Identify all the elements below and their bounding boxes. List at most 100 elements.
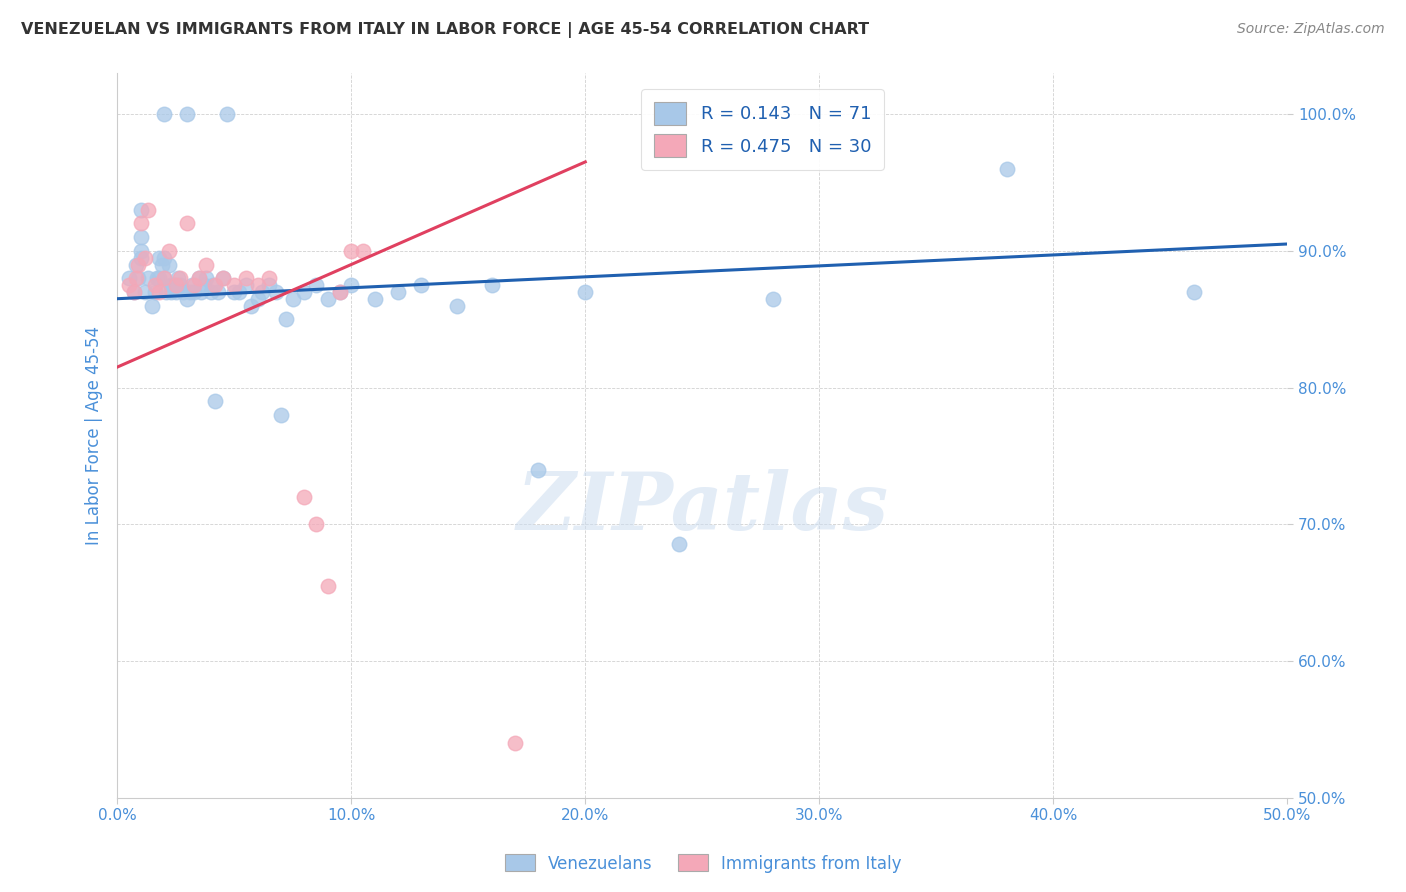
Point <box>162 278 184 293</box>
Point <box>183 285 205 299</box>
Point <box>1182 285 1205 299</box>
Point <box>160 285 183 299</box>
Point <box>305 517 328 532</box>
Point <box>270 408 292 422</box>
Text: Source: ZipAtlas.com: Source: ZipAtlas.com <box>1237 22 1385 37</box>
Point <box>188 271 211 285</box>
Point <box>169 278 191 293</box>
Point <box>118 278 141 293</box>
Point <box>148 271 170 285</box>
Point <box>129 217 152 231</box>
Point <box>204 278 226 293</box>
Point <box>527 463 550 477</box>
Point <box>165 278 187 293</box>
Point <box>136 202 159 217</box>
Point <box>169 271 191 285</box>
Point <box>160 278 183 293</box>
Point <box>176 107 198 121</box>
Point <box>176 292 198 306</box>
Point <box>122 285 145 299</box>
Point <box>134 251 156 265</box>
Point <box>134 285 156 299</box>
Point <box>239 299 262 313</box>
Point <box>165 285 187 299</box>
Point <box>316 292 339 306</box>
Point <box>266 285 288 299</box>
Point <box>207 285 229 299</box>
Point <box>146 271 169 285</box>
Point <box>235 271 257 285</box>
Point <box>193 278 215 293</box>
Point <box>305 278 328 293</box>
Text: VENEZUELAN VS IMMIGRANTS FROM ITALY IN LABOR FORCE | AGE 45-54 CORRELATION CHART: VENEZUELAN VS IMMIGRANTS FROM ITALY IN L… <box>21 22 869 38</box>
Point <box>179 285 201 299</box>
Point <box>211 271 233 285</box>
Point <box>150 258 173 272</box>
Point <box>316 579 339 593</box>
Point <box>481 278 503 293</box>
Point <box>340 278 363 293</box>
Point <box>153 271 176 285</box>
Point <box>246 278 269 293</box>
Point <box>129 202 152 217</box>
Point <box>183 278 205 293</box>
Point <box>246 292 269 306</box>
Point <box>153 251 176 265</box>
Point <box>125 271 148 285</box>
Point <box>148 251 170 265</box>
Point <box>148 285 170 299</box>
Point <box>129 244 152 258</box>
Point <box>127 271 149 285</box>
Point <box>153 271 176 285</box>
Point <box>155 285 177 299</box>
Point <box>294 285 316 299</box>
Point <box>574 285 596 299</box>
Point <box>172 285 194 299</box>
Point <box>387 285 409 299</box>
Point <box>761 292 783 306</box>
Point <box>181 278 204 293</box>
Point <box>157 244 180 258</box>
Point <box>118 271 141 285</box>
Legend: R = 0.143   N = 71, R = 0.475   N = 30: R = 0.143 N = 71, R = 0.475 N = 30 <box>641 89 884 170</box>
Legend: Venezuelans, Immigrants from Italy: Venezuelans, Immigrants from Italy <box>498 847 908 880</box>
Point <box>129 251 152 265</box>
Point <box>143 285 166 299</box>
Point <box>503 736 526 750</box>
Point <box>281 292 304 306</box>
Point <box>294 490 316 504</box>
Point <box>143 278 166 293</box>
Point <box>363 292 385 306</box>
Point <box>190 285 212 299</box>
Point <box>200 285 222 299</box>
Point <box>217 107 239 121</box>
Point <box>259 271 281 285</box>
Point <box>204 394 226 409</box>
Point <box>328 285 350 299</box>
Point <box>153 107 176 121</box>
Point <box>125 258 148 272</box>
Point <box>195 258 218 272</box>
Point <box>176 217 198 231</box>
Point <box>195 271 218 285</box>
Point <box>340 244 363 258</box>
Y-axis label: In Labor Force | Age 45-54: In Labor Force | Age 45-54 <box>86 326 103 545</box>
Point <box>224 278 246 293</box>
Point <box>165 278 187 293</box>
Point <box>224 285 246 299</box>
Point <box>167 271 190 285</box>
Point <box>668 536 690 550</box>
Point <box>136 271 159 285</box>
Point <box>122 285 145 299</box>
Point <box>446 299 468 313</box>
Point <box>129 230 152 244</box>
Point <box>141 299 163 313</box>
Point <box>228 285 250 299</box>
Point <box>274 312 297 326</box>
Point <box>352 244 374 258</box>
Point <box>259 278 281 293</box>
Point <box>127 258 149 272</box>
Point <box>328 285 350 299</box>
Point <box>995 161 1018 176</box>
Point <box>235 278 257 293</box>
